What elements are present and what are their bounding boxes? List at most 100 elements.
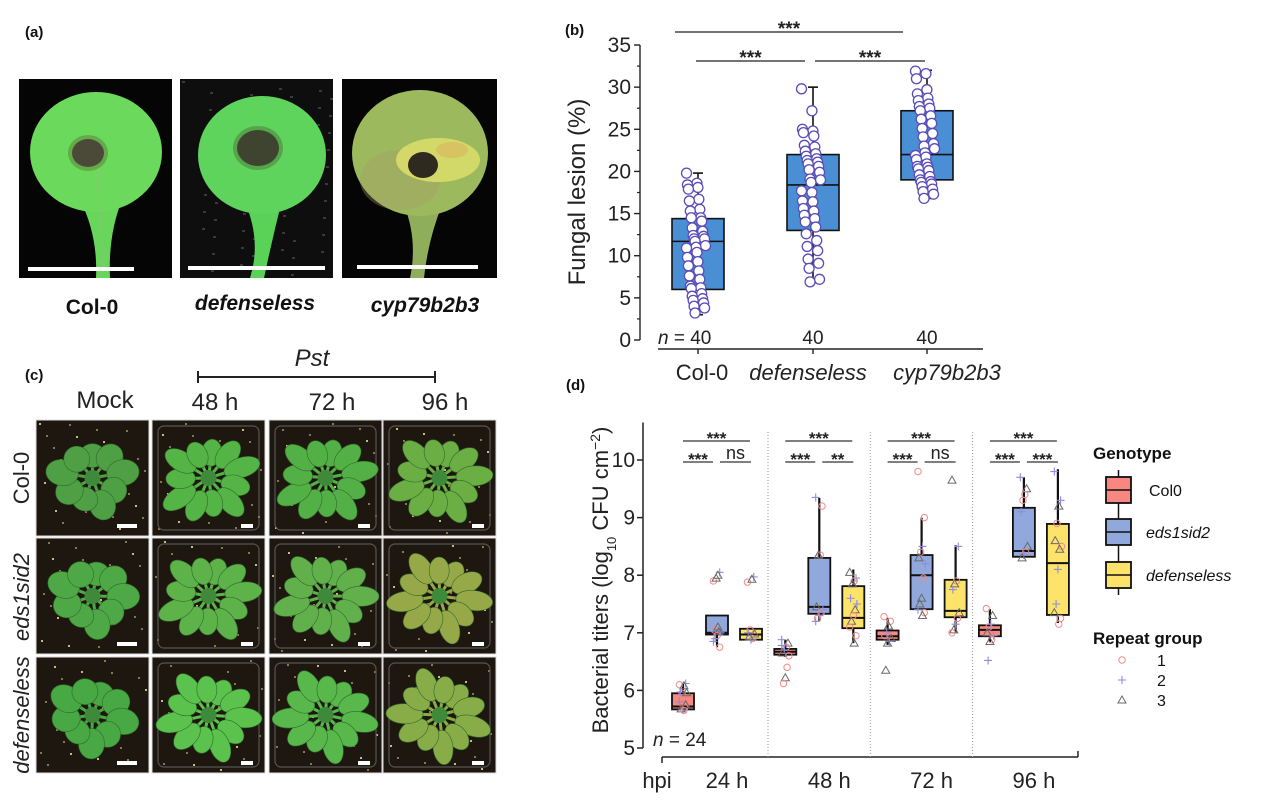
data-point (803, 262, 815, 275)
data-point (928, 143, 941, 155)
panel-c: (c) Pst Mock 48 h 72 h 96 h Col-0 eds1si… (9, 345, 497, 774)
y-tick-label: 9 (623, 507, 635, 530)
soil-speck (390, 745, 392, 747)
pot-outline (157, 425, 260, 531)
soil-speck (373, 452, 375, 454)
data-point (698, 302, 711, 314)
data-point (812, 245, 824, 257)
soil-speck (236, 746, 238, 748)
ylabel-subscript: 10 (604, 537, 619, 551)
soil-speck (386, 574, 388, 576)
mesh-speck (213, 236, 216, 238)
data-point-repeat-2 (1050, 467, 1059, 476)
data-point-repeat-3 (711, 573, 721, 582)
soil-speck (160, 481, 162, 483)
data-point-repeat-3 (844, 567, 855, 576)
data-point-repeat-2 (675, 697, 684, 706)
ylabel-close: ) (588, 427, 613, 434)
data-point-repeat-3 (813, 550, 824, 559)
panel-label-c: (c) (25, 367, 43, 384)
n-count: 40 (690, 328, 711, 349)
leaf-petiole (404, 205, 442, 278)
soil-speck (191, 546, 193, 548)
treatment-bracket (197, 371, 436, 383)
soil-speck (214, 645, 216, 647)
data-point-repeat-2 (1016, 473, 1025, 482)
data-point-repeat-2 (811, 617, 820, 626)
mesh-speck (329, 115, 332, 117)
soil-speck (69, 424, 71, 426)
plant-photo (268, 419, 383, 537)
mesh-speck (242, 230, 245, 232)
data-point-repeat-1 (919, 574, 928, 582)
data-point (813, 273, 826, 285)
y-tick-label: 0 (619, 329, 631, 352)
significance-label: *** (778, 19, 801, 40)
column-label-72h: 72 h (309, 389, 356, 416)
treatment-label: Pst (295, 345, 331, 372)
data-point-repeat-3 (880, 665, 891, 674)
rosette-center (317, 707, 334, 723)
data-point (799, 216, 811, 228)
soil-speck (331, 644, 333, 646)
data-point-repeat-1 (982, 604, 990, 613)
scale-bar (117, 642, 137, 646)
data-point-repeat-2 (1017, 507, 1026, 516)
data-point (805, 176, 817, 189)
data-point (683, 195, 695, 207)
significance-label: *** (995, 450, 1015, 469)
data-point-repeat-1 (1019, 496, 1027, 505)
soil-speck (96, 429, 98, 431)
soil-speck (374, 671, 376, 673)
significance-label: ns (931, 443, 950, 463)
y-tick-label: 10 (612, 449, 635, 472)
soil-speck (272, 575, 274, 577)
y-tick-label: 25 (608, 118, 631, 141)
data-point (692, 255, 704, 268)
scale-bar (472, 642, 484, 646)
scale-bar (358, 642, 370, 646)
legend: Genotype Col0 eds1sid2 defenseless Repea… (1093, 444, 1231, 710)
panel-b: (b) Fungal lesion (%) 0 5 10 15 20 25 30 35 *** *… (564, 19, 1002, 385)
data-point-repeat-3 (1050, 535, 1061, 545)
soil-speck (439, 520, 441, 522)
soil-speck (425, 650, 427, 652)
data-point (915, 113, 927, 125)
mesh-speck (212, 253, 215, 255)
soil-speck (248, 552, 250, 554)
y-axis-label: Fungal lesion (%) (564, 99, 591, 286)
data-point-repeat-1 (920, 513, 928, 522)
data-point-repeat-1 (881, 631, 889, 640)
data-point (802, 253, 814, 265)
soil-speck (55, 510, 57, 512)
plant-photo (35, 537, 150, 655)
soil-speck (360, 757, 362, 759)
legend-repeat-entries (1117, 656, 1127, 704)
leaf-label-defenseless: defenseless (195, 292, 315, 315)
box-iqr (807, 557, 832, 615)
mesh-speck (323, 217, 326, 219)
plant-photo (35, 656, 150, 774)
data-point-repeat-1 (1053, 519, 1061, 528)
rosette-leaf (311, 556, 333, 597)
rosette-leaf (290, 556, 327, 597)
legend-title-genotype: Genotype (1093, 444, 1171, 463)
n-label-col-0: n = 40 (658, 328, 711, 349)
soil-speck (155, 576, 157, 578)
data-point (803, 164, 815, 176)
data-point (920, 68, 932, 80)
rosette-center (84, 470, 101, 486)
data-point-repeat-3 (713, 626, 724, 636)
data-point-repeat-2 (852, 600, 861, 608)
soil-speck (260, 469, 262, 471)
soil-speck (141, 628, 143, 630)
soil-speck (221, 547, 223, 549)
legend-marker-repeat-2 (1118, 676, 1126, 684)
data-point-repeat-1 (678, 689, 686, 697)
soil-speck (251, 504, 253, 506)
soil-speck (128, 493, 130, 495)
soil-speck (138, 677, 140, 679)
data-point-repeat-3 (1017, 552, 1027, 562)
data-point (682, 260, 695, 272)
soil-speck (338, 546, 340, 548)
